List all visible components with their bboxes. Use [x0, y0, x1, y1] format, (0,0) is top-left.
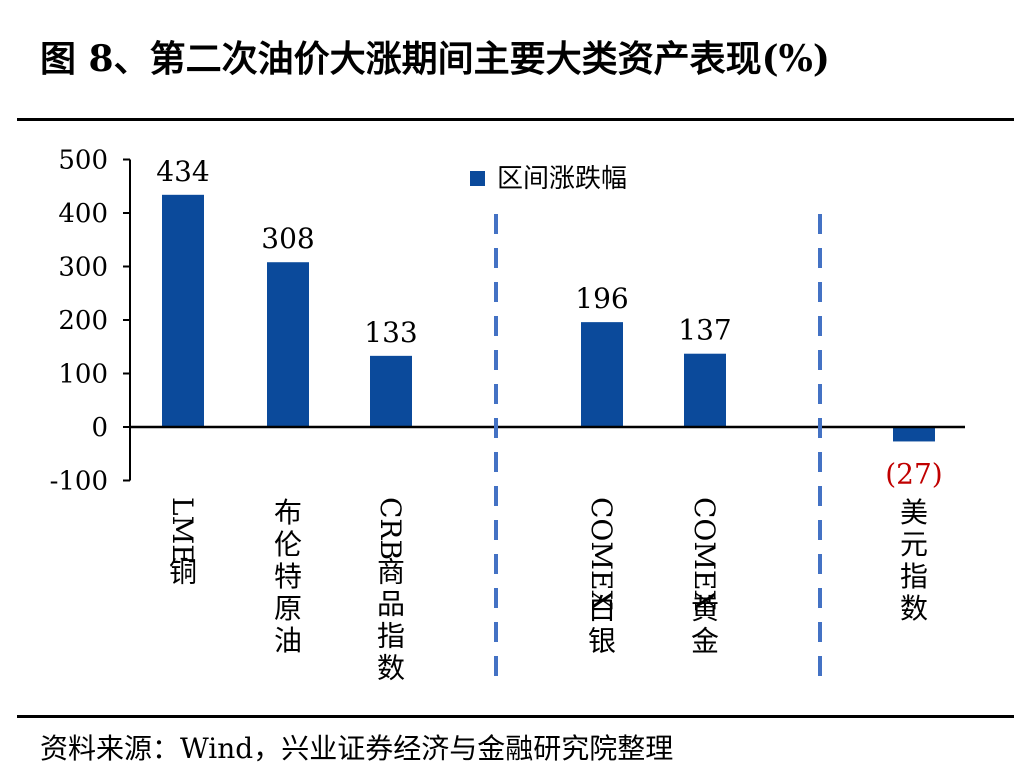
- y-tick-label: 500: [58, 146, 108, 176]
- svg-text:指: 指: [900, 560, 928, 593]
- data-label: (27): [885, 457, 942, 490]
- svg-text:LME: LME: [166, 497, 199, 565]
- svg-text:白: 白: [588, 592, 616, 625]
- svg-text:COMEX: COMEX: [688, 497, 721, 610]
- legend: 区间涨跌幅: [470, 158, 627, 195]
- svg-text:数: 数: [900, 592, 928, 625]
- y-tick-label: 400: [58, 199, 108, 229]
- bar: [370, 355, 412, 427]
- bar: [684, 353, 726, 427]
- top-rule: [17, 118, 1014, 121]
- source-note: 资料来源：Wind，兴业证券经济与金融研究院整理: [40, 732, 674, 765]
- svg-text:伦: 伦: [274, 528, 302, 561]
- svg-text:黄: 黄: [691, 592, 719, 625]
- svg-text:数: 数: [377, 651, 405, 684]
- y-tick-label: 200: [58, 306, 108, 336]
- svg-text:指: 指: [377, 619, 405, 652]
- bar: [162, 194, 204, 427]
- data-label: 137: [678, 314, 731, 347]
- svg-text:品: 品: [377, 587, 405, 620]
- svg-text:原: 原: [274, 592, 302, 625]
- data-label: 308: [261, 222, 314, 255]
- data-label: 133: [364, 316, 417, 349]
- y-tick-label: 100: [58, 360, 108, 390]
- y-tick-label: 300: [58, 253, 108, 283]
- svg-text:金: 金: [691, 624, 719, 657]
- data-label: 196: [575, 282, 628, 315]
- bar: [893, 427, 935, 442]
- y-tick-label: -100: [50, 467, 108, 497]
- svg-text:美: 美: [900, 496, 928, 529]
- svg-text:元: 元: [900, 528, 928, 561]
- svg-text:商: 商: [377, 555, 405, 588]
- bar: [267, 262, 309, 427]
- bar: [581, 322, 623, 427]
- svg-text:COMEX: COMEX: [585, 497, 618, 610]
- legend-label: 区间涨跌幅: [497, 164, 628, 194]
- legend-swatch: [470, 170, 485, 186]
- chart-title: 图 8、第二次油价大涨期间主要大类资产表现(%): [40, 38, 830, 80]
- svg-text:CRB: CRB: [374, 497, 407, 560]
- svg-text:特: 特: [274, 560, 302, 593]
- svg-text:油: 油: [274, 624, 302, 657]
- bar-chart: -100 0 100 200 300 400 500 434 308 133 196 137 (27) L…: [50, 146, 965, 690]
- bottom-rule: [17, 715, 1014, 718]
- data-label: 434: [156, 155, 209, 188]
- svg-text:布: 布: [274, 496, 302, 529]
- svg-text:铜: 铜: [169, 555, 197, 588]
- y-tick-label: 0: [91, 413, 108, 443]
- svg-text:银: 银: [588, 624, 616, 657]
